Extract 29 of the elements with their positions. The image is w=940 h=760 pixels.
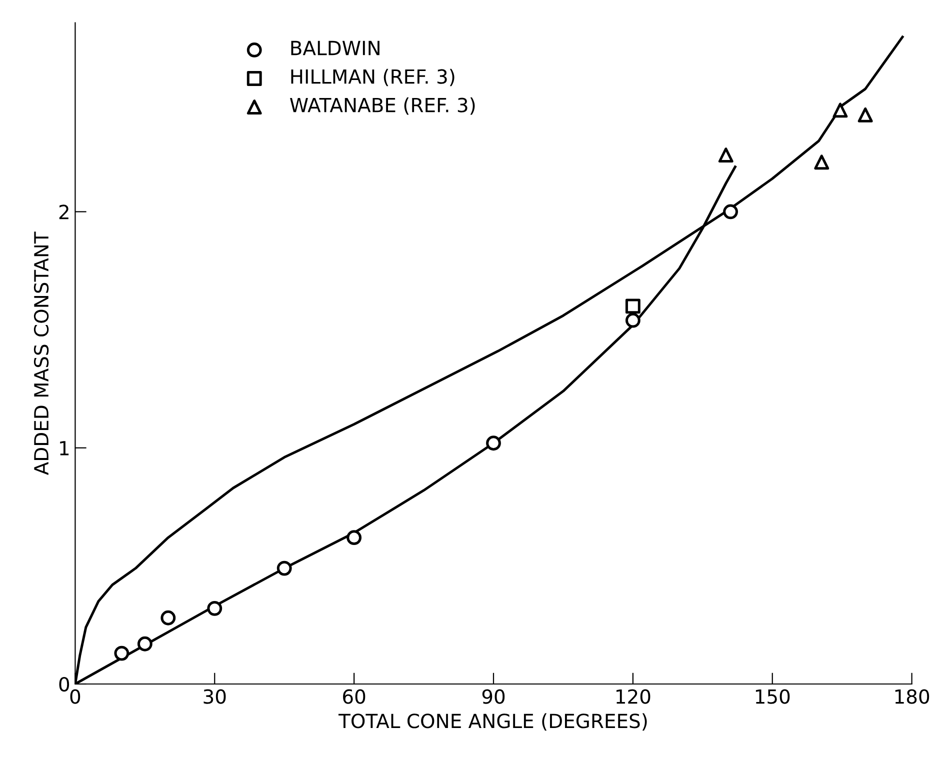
- x-tick-label: 0: [70, 689, 80, 704]
- y-tick-label: 1: [60, 441, 69, 456]
- point: [858, 107, 873, 122]
- point: [486, 436, 501, 451]
- point: [832, 102, 848, 118]
- y-axis-title: ADDED MASS CONSTANT: [34, 232, 49, 475]
- point: [625, 298, 640, 314]
- y-tick-label: 2: [59, 204, 68, 220]
- x-tick-label: 180: [895, 689, 930, 704]
- point: [207, 600, 222, 616]
- y-tick-label: 0: [59, 676, 70, 692]
- point: [723, 204, 738, 220]
- point: [814, 154, 830, 170]
- point: [160, 610, 176, 626]
- x-tick-label: 120: [616, 689, 650, 704]
- x-tick-label: 30: [204, 689, 226, 704]
- point: [276, 560, 292, 576]
- point: [346, 530, 362, 546]
- point: [114, 646, 130, 661]
- x-tick-label: 150: [756, 689, 790, 704]
- x-tick-label: 90: [482, 689, 505, 704]
- point: [718, 148, 734, 162]
- legend-label: HILLMAN (REF. 3): [291, 68, 454, 86]
- x-axis-title: TOTAL CONE ANGLE (DEGREES): [338, 713, 647, 731]
- legend-label: BALDWIN: [291, 40, 380, 56]
- legend-label: WATANABE (REF. 3): [290, 97, 475, 115]
- x-tick-label: 60: [343, 689, 366, 704]
- point: [137, 636, 152, 652]
- point: [625, 312, 640, 328]
